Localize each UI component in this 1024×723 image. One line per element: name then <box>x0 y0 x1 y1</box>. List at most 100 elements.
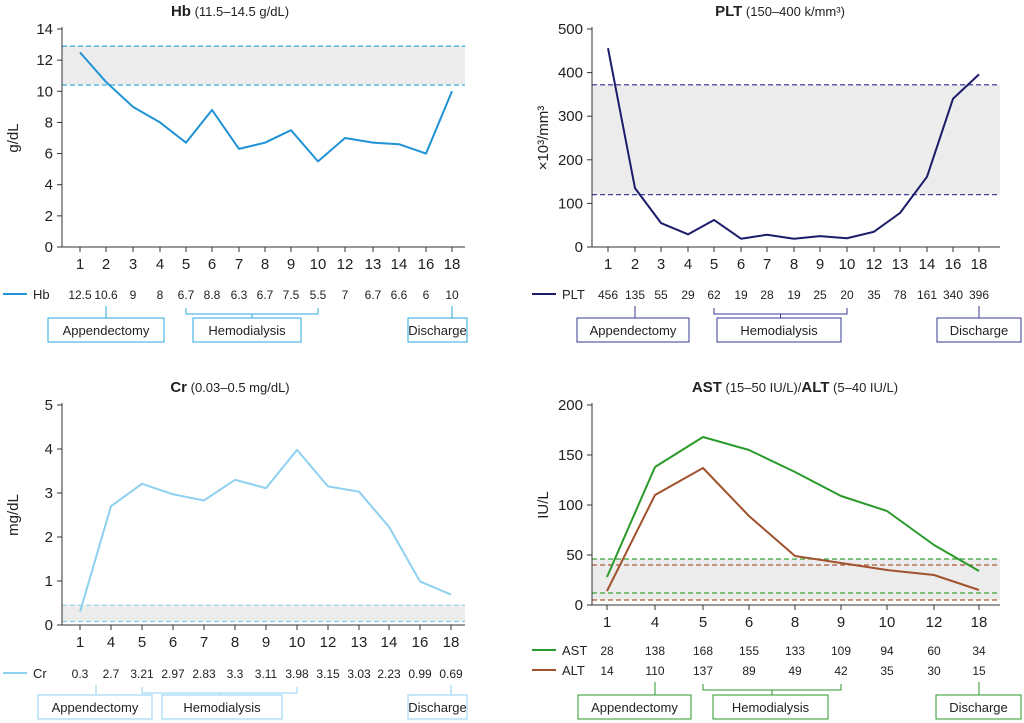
data-label: 161 <box>917 288 937 302</box>
chart-title: Hb (11.5–14.5 g/dL) <box>171 3 289 20</box>
x-tick-label: 6 <box>208 256 216 273</box>
x-tick-label: 8 <box>261 256 269 273</box>
data-label: 3.15 <box>316 667 340 681</box>
x-tick-label: 2 <box>631 256 639 273</box>
data-label: 15 <box>972 664 986 678</box>
x-tick-label: 4 <box>156 256 164 273</box>
x-tick-label: 16 <box>945 256 962 273</box>
event-bracket <box>185 308 319 315</box>
data-label: 29 <box>681 288 695 302</box>
x-tick-label: 10 <box>310 256 327 273</box>
data-label: 6 <box>423 288 430 302</box>
event-bracket <box>702 684 842 691</box>
x-tick-label: 18 <box>444 256 461 273</box>
chart-title: PLT (150–400 k/mm³) <box>715 3 845 20</box>
data-label: 137 <box>693 664 713 678</box>
data-label: 25 <box>813 288 827 302</box>
y-tick-label: 150 <box>558 447 583 464</box>
event-box-discharge <box>407 694 468 720</box>
x-tick-label: 18 <box>443 634 460 651</box>
x-tick-label: 6 <box>737 256 745 273</box>
y-tick-label: 1 <box>45 573 53 590</box>
data-label: 3.98 <box>285 667 309 681</box>
x-tick-label: 16 <box>412 634 429 651</box>
data-label: 49 <box>788 664 802 678</box>
x-tick-label: 1 <box>603 614 611 631</box>
event-label-hemodialysis: Hemodialysis <box>732 700 810 715</box>
legend-label: Hb <box>33 287 50 302</box>
x-tick-label: 9 <box>287 256 295 273</box>
data-label: 20 <box>840 288 854 302</box>
x-tick-label: 1 <box>604 256 612 273</box>
title-range: (11.5–14.5 g/dL) <box>191 4 289 19</box>
event-label-discharge: Discharge <box>408 323 467 338</box>
data-label: 10.6 <box>94 288 118 302</box>
legend-label: ALT <box>562 663 585 678</box>
data-label: 168 <box>693 644 713 658</box>
x-tick-label: 8 <box>231 634 239 651</box>
data-label: 0.69 <box>439 667 463 681</box>
data-label: 30 <box>927 664 941 678</box>
data-label: 109 <box>831 644 851 658</box>
x-tick-label: 1 <box>76 256 84 273</box>
x-tick-label: 14 <box>391 256 408 273</box>
data-label: 60 <box>927 644 941 658</box>
y-axis-label: ×10³/mm³ <box>535 106 552 171</box>
data-label: 34 <box>972 644 986 658</box>
series-line-cr <box>79 448 452 613</box>
y-tick-label: 300 <box>558 108 583 125</box>
y-tick-label: 500 <box>558 21 583 38</box>
data-label: 3.11 <box>255 667 278 681</box>
data-label: 62 <box>707 288 721 302</box>
data-label: 2.7 <box>103 667 120 681</box>
data-label: 5.5 <box>310 288 327 302</box>
data-label: 138 <box>645 644 665 658</box>
x-tick-label: 3 <box>657 256 665 273</box>
data-label: 94 <box>880 644 894 658</box>
event-box-appendectomy <box>576 317 690 343</box>
event-label-hemodialysis: Hemodialysis <box>183 700 261 715</box>
data-label: 3.21 <box>130 667 154 681</box>
x-tick-label: 12 <box>337 256 354 273</box>
data-label: 2.97 <box>161 667 185 681</box>
data-label: 28 <box>760 288 774 302</box>
title-range: (150–400 k/mm³) <box>742 4 845 19</box>
y-tick-label: 400 <box>558 65 583 82</box>
event-label-discharge: Discharge <box>949 700 1008 715</box>
y-tick-label: 0 <box>45 239 53 256</box>
y-tick-label: 3 <box>45 485 53 502</box>
y-tick-label: 200 <box>558 152 583 169</box>
x-tick-label: 9 <box>262 634 270 651</box>
event-box-discharge <box>407 317 468 343</box>
chart-title: AST (15–50 IU/L)/ALT (5–40 IU/L) <box>692 379 898 396</box>
reference-band <box>62 46 465 86</box>
x-tick-label: 16 <box>418 256 435 273</box>
event-label-appendectomy: Appendectomy <box>590 323 677 338</box>
legend-label: Cr <box>33 666 47 681</box>
x-tick-label: 10 <box>839 256 856 273</box>
x-tick-label: 6 <box>169 634 177 651</box>
x-tick-label: 14 <box>381 634 398 651</box>
event-label-appendectomy: Appendectomy <box>591 700 678 715</box>
data-label: 28 <box>600 644 614 658</box>
data-label: 9 <box>130 288 137 302</box>
y-axis-label: g/dL <box>5 123 22 152</box>
event-label-appendectomy: Appendectomy <box>63 323 150 338</box>
y-tick-label: 14 <box>36 21 53 38</box>
title-bold: Cr <box>170 379 187 396</box>
data-label: 0.3 <box>72 667 89 681</box>
x-tick-label: 12 <box>866 256 883 273</box>
reference-band <box>62 605 465 622</box>
x-tick-label: 13 <box>892 256 909 273</box>
y-tick-label: 6 <box>45 146 53 163</box>
event-box-appendectomy <box>577 694 692 720</box>
data-label: 7.5 <box>283 288 300 302</box>
x-tick-label: 18 <box>971 256 988 273</box>
data-label: 135 <box>625 288 645 302</box>
x-tick-label: 6 <box>745 614 753 631</box>
y-axis-label: mg/dL <box>5 494 22 536</box>
